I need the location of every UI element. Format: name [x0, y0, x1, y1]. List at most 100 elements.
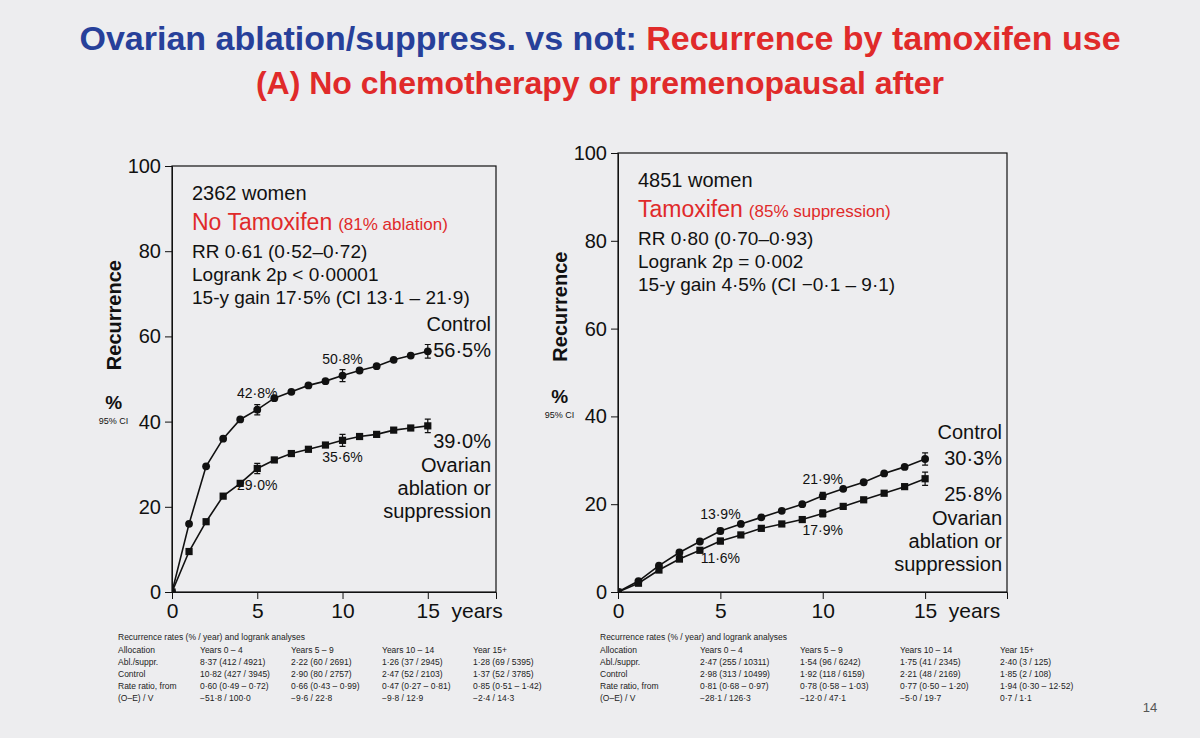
y-tick-label: 100 — [128, 155, 161, 177]
table-header: Allocation — [600, 645, 637, 655]
y-tick: 60 — [585, 318, 618, 340]
x-tick: 5 — [252, 592, 264, 622]
table-cell: 2·21 (48 / 2169) — [900, 669, 961, 679]
series-name: Ovarianablation orsuppression — [383, 454, 491, 522]
x-tick-label: 10 — [812, 599, 835, 622]
table-cell: 1·75 (41 / 2345) — [900, 657, 961, 667]
background — [0, 0, 1200, 738]
annotation-group-note: (81% ablation) — [338, 215, 448, 234]
y-tick: 20 — [139, 496, 172, 518]
plot-area — [172, 344, 432, 592]
table-cell: Control — [600, 669, 628, 679]
marker — [819, 492, 827, 500]
table-cell: Abl./suppr. — [600, 657, 640, 667]
y-axis-line — [165, 167, 173, 593]
x-tick: 10 — [331, 592, 354, 622]
y-tick-label: 0 — [150, 581, 161, 603]
table-cell: 0·81 (0·68 – 0·97) — [700, 681, 769, 691]
x-tick-label: 10 — [331, 599, 354, 622]
error-bar — [425, 344, 431, 358]
x-axis: 051015 — [613, 592, 1008, 622]
marker — [618, 588, 622, 592]
data-label: 35·6% — [322, 449, 362, 465]
x-tick-label: 15 — [914, 599, 937, 622]
data-label: 17·9% — [803, 522, 843, 538]
marker — [287, 388, 295, 396]
marker — [271, 456, 278, 463]
table-header: Year 15+ — [473, 645, 507, 655]
x-tick-label: 5 — [715, 599, 727, 622]
y-tick-label: 40 — [585, 405, 607, 427]
ci-label: 95% CI — [545, 410, 575, 420]
annotation-stat: 15-y gain 17·5% (CI 13·1 – 21·9) — [192, 287, 470, 308]
annotation-stat: 15-y gain 4·5% (CI −0·1 – 9·1) — [638, 274, 895, 295]
error-bar — [922, 472, 928, 485]
panel: 020406080100051015yearsRecurrence%95% CI… — [545, 142, 1074, 703]
marker — [880, 470, 888, 478]
y-tick-mark — [165, 336, 172, 337]
x-tick: 15 — [417, 592, 440, 622]
table-cell: 1·26 (37 / 2945) — [382, 657, 443, 667]
panel: 020406080100051015yearsRecurrence%95% CI… — [99, 155, 542, 703]
end-value-label: 39·0% — [433, 430, 491, 452]
series-name-line: suppression — [383, 500, 491, 522]
x-axis-title: years — [451, 599, 502, 622]
y-tick: 40 — [585, 405, 618, 427]
y-tick-label: 20 — [139, 496, 161, 518]
y-tick: 100 — [128, 155, 172, 177]
y-tick-label: 100 — [574, 142, 607, 164]
x-tick: 15 — [914, 592, 937, 622]
table: Recurrence rates (% / year) and logrank … — [118, 632, 542, 703]
marker — [390, 427, 397, 434]
marker — [305, 446, 312, 453]
table-cell: −2·4 / 14·3 — [473, 693, 515, 703]
y-axis: 020406080100 — [574, 142, 619, 603]
error-bar — [254, 463, 260, 473]
annotation-n: 4851 women — [638, 169, 753, 191]
data-label: 11·6% — [701, 550, 740, 566]
table-caption: Recurrence rates (% / year) and logrank … — [600, 632, 787, 642]
y-tick-label: 60 — [139, 325, 161, 347]
data-labels: 13·9%21·9%30·3%Control11·6%17·9%25·8%Ova… — [700, 421, 1002, 575]
y-tick: 100 — [574, 142, 618, 164]
marker — [716, 527, 724, 535]
marker — [881, 490, 888, 497]
table-cell: −28·1 / 126·3 — [700, 693, 751, 703]
error-bar — [820, 510, 826, 517]
table-header: Years 0 – 4 — [700, 645, 743, 655]
series-name: Control — [427, 313, 491, 335]
end-value-label: 30·3% — [944, 447, 1002, 469]
y-tick-mark — [611, 241, 618, 242]
marker — [798, 500, 806, 508]
marker — [305, 381, 313, 389]
table-cell: 1·94 (0·30 – 12·52) — [1000, 681, 1073, 691]
table-cell: 0·78 (0·58 – 1·03) — [800, 681, 869, 691]
table-cell: −9·8 / 12·9 — [382, 693, 424, 703]
data-label: 29·0% — [237, 477, 277, 493]
error-bar — [340, 434, 346, 446]
marker — [356, 367, 364, 375]
marker — [840, 503, 847, 510]
table-header: Year 15+ — [1000, 645, 1034, 655]
marker — [219, 435, 227, 443]
table-cell: −5·0 / 19·7 — [900, 693, 942, 703]
y-tick: 60 — [139, 325, 172, 347]
table-cell: 0·66 (0·43 – 0·99) — [291, 681, 360, 691]
annotation-group-name: No Tamoxifen — [192, 209, 332, 235]
x-axis-title: years — [949, 599, 1000, 622]
y-tick: 80 — [139, 240, 172, 262]
table-cell: 1·92 (118 / 6159) — [800, 669, 865, 679]
marker — [236, 416, 244, 424]
y-axis-unit: % — [105, 392, 122, 413]
annotation-stat: Logrank 2p < 0·00001 — [192, 264, 378, 285]
series-name-line: Ovarian — [421, 454, 491, 476]
table-cell: Control — [118, 669, 146, 679]
marker — [676, 549, 684, 557]
plot-area — [618, 453, 929, 592]
subtitle: (A) No chemotherapy or premenopausal aft… — [256, 65, 944, 101]
annotation-n: 2362 women — [192, 182, 307, 204]
table-cell: 10·82 (427 / 3945) — [200, 669, 270, 679]
table-cell: (O–E) / V — [118, 693, 154, 703]
y-tick-mark — [611, 329, 618, 330]
y-tick-mark — [611, 592, 618, 593]
